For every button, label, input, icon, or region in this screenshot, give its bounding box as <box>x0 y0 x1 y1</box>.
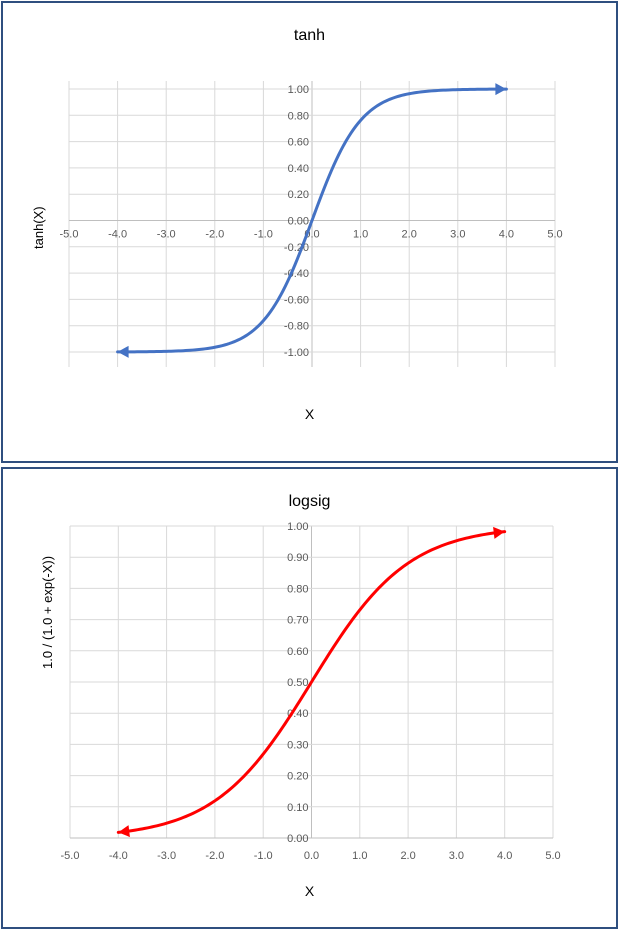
y-tick-label: 0.90 <box>287 552 308 564</box>
data-series-line <box>116 87 508 354</box>
y-tick-label: 0.80 <box>288 110 309 122</box>
y-tick-label: 0.00 <box>287 833 308 845</box>
y-tick-label: 0.50 <box>287 677 308 689</box>
x-tick-label: -1.0 <box>254 229 273 241</box>
x-tick-label: 1.0 <box>353 229 368 241</box>
y-tick-label: 0.80 <box>287 583 308 595</box>
x-tick-label: 2.0 <box>400 850 415 862</box>
gridlines <box>69 525 554 839</box>
x-tick-label: 5.0 <box>545 850 560 862</box>
tanh-plot-area: 1.000.800.600.400.200.00-0.20-0.40-0.60-… <box>60 81 563 367</box>
y-tick-label: 0.70 <box>287 615 308 627</box>
chart-title: tanh <box>293 27 326 44</box>
y-axis-label: tanh(X) <box>31 206 46 249</box>
x-tick-label: 4.0 <box>497 850 512 862</box>
chart-title: logsig <box>288 493 331 510</box>
x-tick-label: -5.0 <box>60 229 79 241</box>
arrow-right-icon <box>495 83 507 96</box>
y-tick-label: -0.80 <box>284 321 309 333</box>
x-tick-label: 2.0 <box>402 229 417 241</box>
x-tick-label: -3.0 <box>157 850 176 862</box>
arrow-left-icon <box>118 825 130 838</box>
y-tick-label: 0.60 <box>287 646 308 658</box>
y-tick-label: 0.10 <box>287 802 308 814</box>
x-axis-label: X <box>304 406 315 422</box>
logsig-plot-area: 1.000.900.800.700.600.500.400.300.200.10… <box>61 521 561 862</box>
y-tick-label: 0.00 <box>288 216 309 228</box>
x-tick-label: -5.0 <box>61 850 80 862</box>
y-tick-label: 0.40 <box>288 163 309 175</box>
x-tick-label: -2.0 <box>205 850 224 862</box>
y-tick-label: -0.60 <box>284 294 309 306</box>
x-tick-label: -4.0 <box>108 229 127 241</box>
arrow-left-icon <box>117 345 129 358</box>
y-tick-label: 0.60 <box>288 137 309 149</box>
x-tick-label: 3.0 <box>450 229 465 241</box>
y-tick-label: 0.30 <box>287 739 308 751</box>
x-tick-label: -4.0 <box>109 850 128 862</box>
y-axis-label: 1.0 / (1.0 + exp(-X)) <box>40 555 55 669</box>
y-tick-label: 0.20 <box>288 189 309 201</box>
arrow-right-icon <box>493 526 505 539</box>
x-axis-label: X <box>304 883 315 899</box>
x-tick-label: -3.0 <box>157 229 176 241</box>
y-tick-label: 1.00 <box>287 521 308 533</box>
y-tick-label: -1.00 <box>284 347 309 359</box>
logsig-chart-panel: logsig 1.00 0.90 0.80 0.70 0.60 0.50 0.40 0.30 0… <box>1 467 618 929</box>
x-tick-label: -2.0 <box>205 229 224 241</box>
x-tick-label: 0.0 <box>304 850 319 862</box>
y-tick-label: 1.00 <box>288 84 309 96</box>
x-tick-label: -1.0 <box>254 850 273 862</box>
x-tick-label: 3.0 <box>449 850 464 862</box>
y-tick-label: 0.20 <box>287 771 308 783</box>
x-tick-label: 1.0 <box>352 850 367 862</box>
y-tick-label: -0.20 <box>284 242 309 254</box>
x-tick-label: 4.0 <box>499 229 514 241</box>
data-series-line <box>116 530 507 834</box>
x-tick-label: 5.0 <box>547 229 562 241</box>
tanh-chart-panel: tanh 1.00 0.80 0.60 0.40 0.20 0.00 -0.20 -0.40-… <box>1 1 618 463</box>
